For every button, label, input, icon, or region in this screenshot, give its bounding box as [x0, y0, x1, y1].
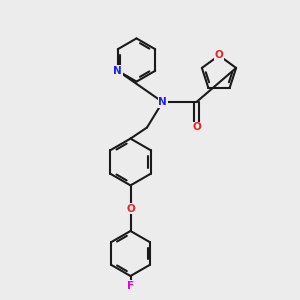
Text: O: O [126, 203, 135, 214]
Text: N: N [113, 66, 122, 76]
Text: F: F [127, 280, 134, 291]
Text: O: O [192, 122, 201, 133]
Text: O: O [214, 50, 224, 61]
Text: N: N [158, 97, 167, 107]
